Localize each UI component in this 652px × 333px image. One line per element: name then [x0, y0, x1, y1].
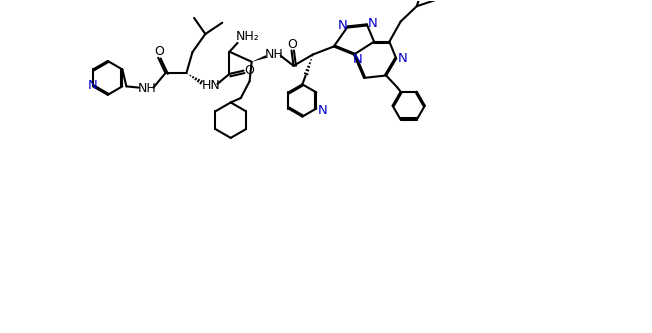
Text: N: N	[352, 53, 362, 66]
Text: N: N	[88, 79, 98, 92]
Text: O: O	[244, 64, 254, 77]
Text: O: O	[154, 45, 164, 58]
Text: N: N	[337, 19, 347, 32]
Text: N: N	[318, 104, 327, 117]
Text: HN: HN	[201, 79, 220, 92]
Text: N: N	[368, 17, 378, 30]
Text: O: O	[288, 38, 297, 51]
Text: N: N	[397, 52, 407, 65]
Text: NH: NH	[265, 48, 284, 61]
Text: NH: NH	[138, 82, 156, 95]
Text: NH₂: NH₂	[236, 30, 260, 43]
Polygon shape	[252, 55, 267, 62]
